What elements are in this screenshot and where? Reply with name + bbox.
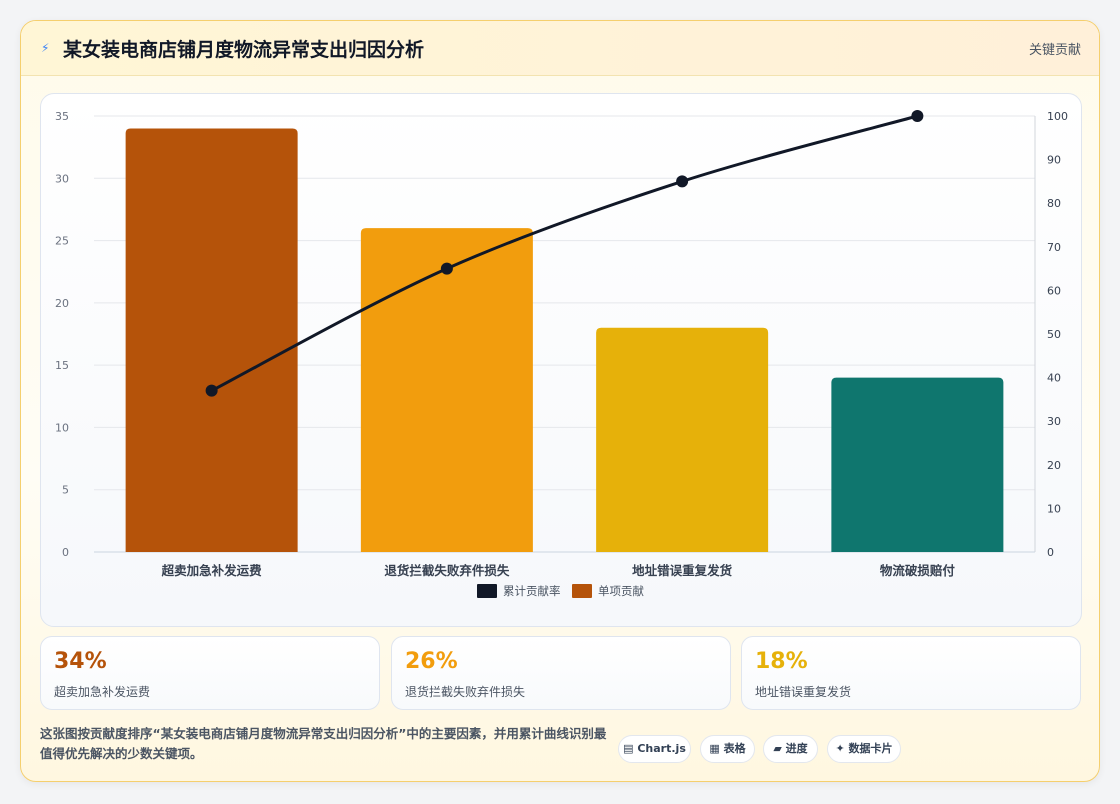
y-right-tick-label: 30 (1047, 415, 1061, 428)
y-left-tick-label: 10 (55, 421, 69, 434)
pill-progress[interactable]: ▰ 进度 (763, 735, 818, 763)
pill-data-card[interactable]: ✦ 数据卡片 (827, 735, 901, 763)
x-tick-label: 物流破损赔付 (880, 563, 956, 578)
legend-swatch (572, 584, 592, 598)
stat-value: 34% (54, 649, 107, 674)
y-left-tick-label: 20 (55, 297, 69, 310)
progress-icon: ▰ (773, 742, 782, 755)
y-right-tick-label: 50 (1047, 328, 1061, 341)
y-left-tick-label: 15 (55, 359, 69, 372)
y-right-tick-label: 40 (1047, 372, 1061, 385)
page-title: 某女装电商店铺月度物流异常支出归因分析 (63, 39, 425, 61)
pill-chartjs[interactable]: ▤ Chart.js (618, 735, 691, 763)
card-header: ⚡ 某女装电商店铺月度物流异常支出归因分析 关键贡献 (21, 21, 1099, 76)
pill-label: 表格 (723, 742, 746, 755)
bar (596, 327, 769, 552)
stat-card: 18% 地址错误重复发货 (741, 636, 1081, 710)
cumulative-point (205, 384, 218, 397)
pareto-chart: 0 5 10 15 20 25 30 35 0 10 20 30 40 50 60 70 80 90 100 超卖加急… (55, 110, 1068, 598)
legend-swatch (477, 584, 497, 598)
stat-card: 26% 退货拦截失败弃件损失 (391, 636, 731, 710)
y-right-tick-label: 20 (1047, 459, 1061, 472)
y-left-tick-label: 0 (62, 546, 69, 559)
legend-label: 累计贡献率 (503, 584, 561, 598)
stat-card: 34% 超卖加急补发运费 (40, 636, 380, 710)
stat-value: 26% (405, 649, 458, 674)
stat-label: 超卖加急补发运费 (54, 685, 151, 699)
pill-label: 数据卡片 (848, 742, 893, 755)
pill-label: Chart.js (637, 742, 686, 755)
footer-note: 这张图按贡献度排序“某女装电商店铺月度物流异常支出归因分析”中的主要因素，并用累… (40, 726, 607, 761)
y-right-tick-label: 60 (1047, 284, 1061, 297)
x-tick-label: 地址错误重复发货 (632, 563, 733, 578)
y-right-tick-label: 0 (1047, 546, 1054, 559)
stat-row: 34% 超卖加急补发运费 26% 退货拦截失败弃件损失 18% 地址错误重复发货 (40, 636, 1082, 710)
stat-label: 地址错误重复发货 (755, 685, 852, 699)
bar (360, 228, 533, 552)
lightning-icon: ⚡ (41, 41, 50, 55)
y-left-tick-label: 25 (55, 235, 69, 248)
header-tag: 关键贡献 (1028, 43, 1081, 58)
bar (125, 128, 298, 552)
chart-icon: ▤ (623, 742, 634, 755)
stat-value: 18% (755, 649, 808, 674)
sparkle-icon: ✦ (835, 742, 845, 755)
chart-panel: 0 5 10 15 20 25 30 35 0 10 20 30 40 50 60 70 80 90 100 超卖加急… (40, 93, 1082, 627)
x-tick-label: 超卖加急补发运费 (161, 563, 263, 578)
legend-label: 单项贡献 (598, 584, 644, 598)
cumulative-line (210, 114, 918, 393)
y-left-tick-label: 30 (55, 172, 69, 185)
x-tick-label: 退货拦截失败弃件损失 (384, 563, 510, 578)
cumulative-point (440, 262, 453, 275)
pill-label: 进度 (785, 742, 808, 755)
y-right-tick-label: 10 (1047, 502, 1061, 515)
y-right-tick-label: 100 (1047, 110, 1068, 123)
y-right-tick-label: 90 (1047, 154, 1061, 167)
y-left-tick-label: 35 (55, 110, 69, 123)
y-right-tick-label: 70 (1047, 241, 1061, 254)
cumulative-point (911, 110, 924, 122)
table-icon: ▦ (709, 742, 720, 755)
pill-table[interactable]: ▦ 表格 (700, 735, 755, 763)
report-card: ⚡ 某女装电商店铺月度物流异常支出归因分析 关键贡献 0 5 10 15 20 25 30 3… (20, 20, 1100, 782)
stat-label: 退货拦截失败弃件损失 (405, 685, 526, 699)
bar (831, 377, 1004, 552)
cumulative-point (676, 175, 689, 188)
y-left-tick-label: 5 (62, 484, 69, 497)
y-right-tick-label: 80 (1047, 197, 1061, 210)
